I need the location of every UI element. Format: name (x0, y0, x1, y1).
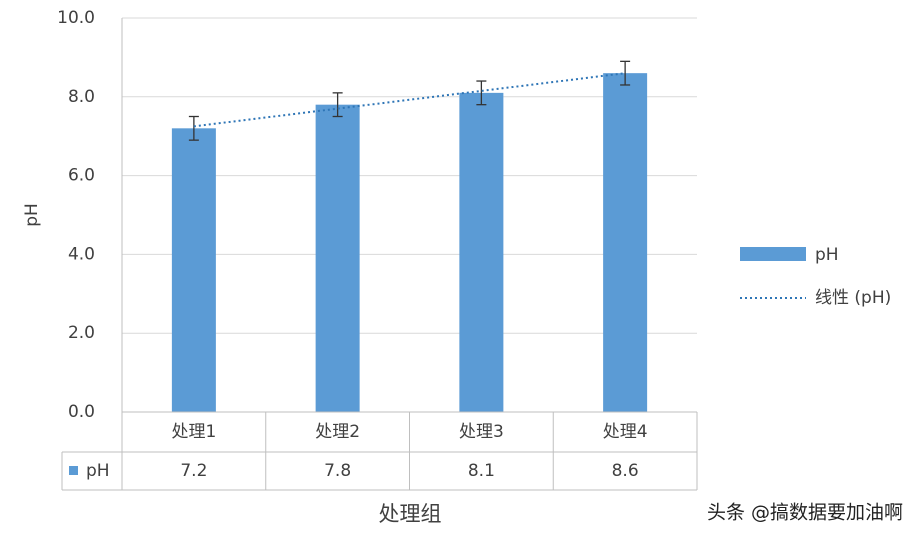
y-tick-label: 10.0 (57, 8, 95, 28)
y-axis-title: pH (22, 203, 42, 227)
error-bar (332, 92, 343, 118)
trendline (193, 72, 626, 128)
y-tick-label: 8.0 (68, 87, 95, 107)
bar (171, 128, 216, 412)
x-tick-label: 处理1 (171, 422, 216, 442)
error-bar (476, 80, 487, 106)
x-axis-title: 处理组 (379, 502, 442, 526)
bar (603, 73, 648, 412)
y-tick-label: 0.0 (68, 402, 95, 422)
table-value: 7.2 (180, 461, 207, 481)
y-tick-label: 6.0 (68, 166, 95, 186)
error-bar (188, 115, 199, 141)
bar (315, 104, 360, 413)
watermark: 头条 @搞数据要加油啊 (707, 502, 903, 524)
legend-swatch (740, 247, 806, 261)
table-value: 8.1 (468, 461, 495, 481)
y-tick-label: 2.0 (68, 323, 95, 343)
x-tick-label: 处理3 (459, 422, 504, 442)
y-tick-label: 4.0 (68, 244, 95, 264)
table-series-name: pH (86, 461, 110, 481)
table-value: 7.8 (324, 461, 351, 481)
x-tick-label: 处理4 (603, 422, 648, 442)
legend-label: 线性 (pH) (815, 288, 891, 308)
x-tick-label: 处理2 (315, 422, 360, 442)
table-value: 8.6 (612, 461, 639, 481)
table-key (69, 466, 78, 475)
legend-label: pH (815, 245, 839, 265)
error-bar (620, 60, 631, 86)
bar (459, 92, 504, 413)
